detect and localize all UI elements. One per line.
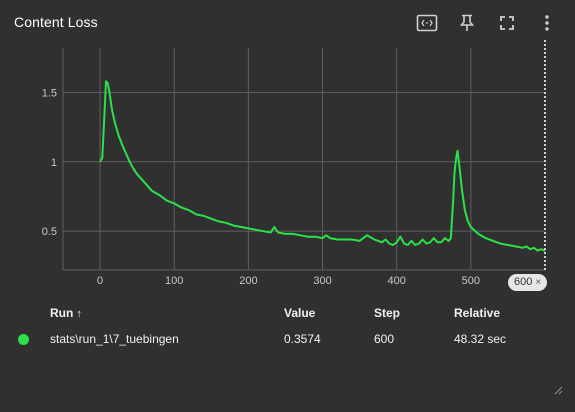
run-color-dot (18, 334, 29, 346)
card-toolbar (407, 10, 567, 36)
resize-handle-icon[interactable] (553, 382, 563, 400)
fullscreen-icon (499, 15, 515, 31)
tick-labels: 0 100 200 300 400 500 0.5 1 1.5 (42, 87, 480, 287)
step-chip[interactable]: 600 × (508, 274, 548, 291)
pin-icon (459, 14, 475, 32)
fullscreen-button[interactable] (487, 10, 527, 36)
fit-domain-icon (416, 14, 438, 32)
y-tick-label: 0.5 (42, 226, 57, 238)
x-tick-label: 300 (313, 275, 331, 287)
sort-arrow-icon: ↑ (76, 308, 82, 320)
run-relative: 48.32 sec (454, 332, 507, 346)
more-vert-icon (544, 14, 550, 32)
runs-table: Run ↑ Value Step Relative stats\run_1\7_t… (10, 302, 554, 350)
run-step: 600 (374, 332, 395, 346)
header-step[interactable]: Step (374, 306, 401, 320)
step-chip-label: 600 (514, 276, 533, 288)
close-icon[interactable]: × (535, 277, 542, 288)
x-tick-label: 400 (388, 275, 406, 287)
pin-button[interactable] (447, 10, 487, 36)
grid (62, 48, 545, 271)
run-color-cell (10, 324, 50, 350)
card-title: Content Loss (14, 14, 98, 30)
series-line (99, 80, 546, 252)
fit-domain-button[interactable] (407, 10, 447, 36)
table-header-row: Run ↑ Value Step Relative (10, 302, 554, 324)
header-run[interactable]: Run ↑ (50, 302, 284, 324)
run-value: 0.3574 (284, 332, 321, 346)
y-tick-label: 1 (51, 157, 57, 169)
series-layer (99, 80, 546, 252)
x-tick-label: 200 (239, 275, 257, 287)
header-run-label: Run (50, 306, 74, 320)
line-chart[interactable]: 0 100 200 300 400 500 0.5 1 1.5 (0, 40, 575, 290)
header-relative[interactable]: Relative (454, 306, 501, 320)
table-row: stats\run_1\7_tuebingen 0.3574 600 48.32… (10, 324, 554, 350)
header-value[interactable]: Value (284, 306, 316, 320)
header-color (10, 302, 50, 324)
x-tick-label: 0 (97, 275, 103, 287)
x-tick-label: 500 (462, 275, 480, 287)
run-name: stats\run_1\7_tuebingen (50, 332, 179, 346)
y-tick-label: 1.5 (42, 87, 57, 99)
x-tick-label: 100 (165, 275, 183, 287)
more-options-button[interactable] (527, 10, 567, 36)
